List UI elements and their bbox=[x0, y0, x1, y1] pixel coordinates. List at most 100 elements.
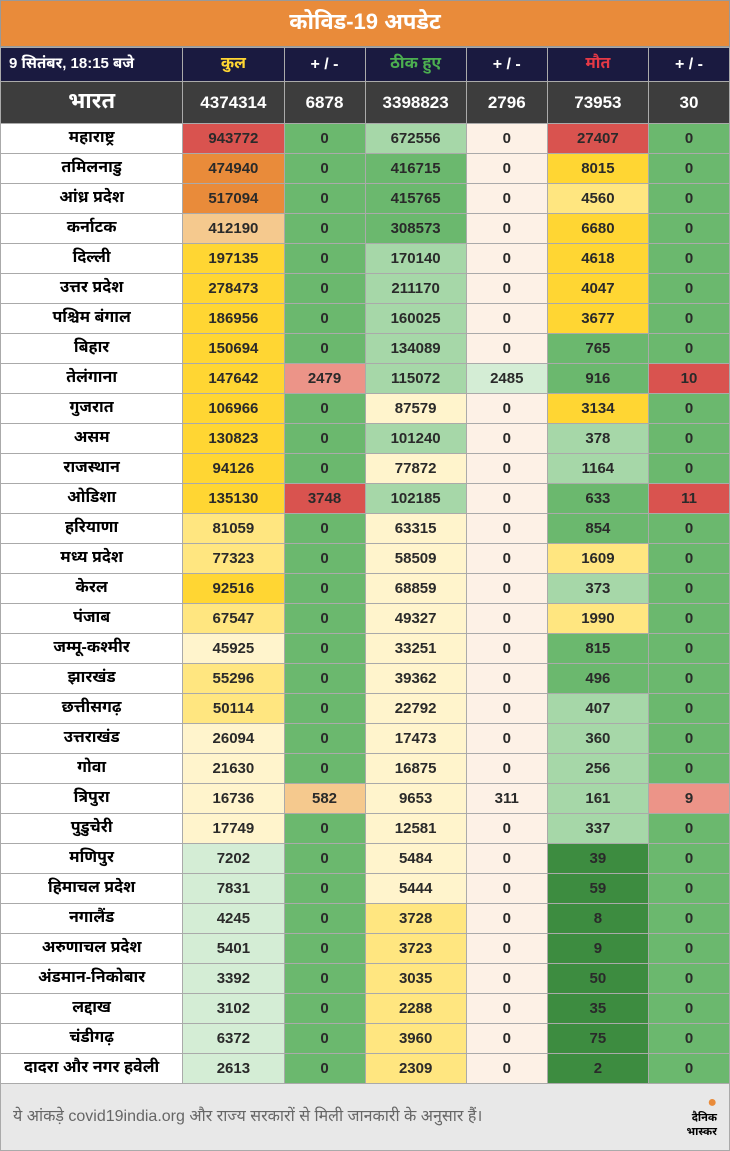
state-total: 278473 bbox=[183, 274, 284, 304]
state-name: नगालैंड bbox=[1, 904, 183, 934]
state-recovered: 2288 bbox=[365, 994, 466, 1024]
state-deaths-delta: 0 bbox=[649, 814, 730, 844]
state-recovered-delta: 2485 bbox=[466, 364, 547, 394]
table-row: पंजाब67547049327019900 bbox=[1, 604, 730, 634]
state-deaths: 6680 bbox=[547, 214, 648, 244]
table-row: तेलंगाना1476422479115072248591610 bbox=[1, 364, 730, 394]
covid-table-container: कोविड-19 अपडेट 9 सितंबर, 18:15 बजे कुल +… bbox=[0, 0, 730, 1151]
state-recovered: 63315 bbox=[365, 514, 466, 544]
table-row: झारखंड5529603936204960 bbox=[1, 664, 730, 694]
state-recovered-delta: 0 bbox=[466, 934, 547, 964]
state-total-delta: 0 bbox=[284, 694, 365, 724]
table-row: महाराष्ट्र94377206725560274070 bbox=[1, 124, 730, 154]
state-total-delta: 0 bbox=[284, 664, 365, 694]
state-recovered-delta: 0 bbox=[466, 964, 547, 994]
state-total-delta: 0 bbox=[284, 304, 365, 334]
table-row: मध्य प्रदेश77323058509016090 bbox=[1, 544, 730, 574]
state-total-delta: 0 bbox=[284, 184, 365, 214]
state-deaths-delta: 0 bbox=[649, 154, 730, 184]
state-deaths: 4047 bbox=[547, 274, 648, 304]
state-deaths-delta: 0 bbox=[649, 1054, 730, 1084]
state-name: केरल bbox=[1, 574, 183, 604]
table-row: लद्दाख3102022880350 bbox=[1, 994, 730, 1024]
state-deaths-delta: 11 bbox=[649, 484, 730, 514]
table-row: तमिलनाडु4749400416715080150 bbox=[1, 154, 730, 184]
state-name: तमिलनाडु bbox=[1, 154, 183, 184]
state-name: दिल्ली bbox=[1, 244, 183, 274]
state-recovered: 416715 bbox=[365, 154, 466, 184]
state-recovered: 211170 bbox=[365, 274, 466, 304]
state-deaths-delta: 0 bbox=[649, 994, 730, 1024]
state-total: 2613 bbox=[183, 1054, 284, 1084]
india-deaths: 73953 bbox=[547, 82, 648, 124]
state-recovered-delta: 0 bbox=[466, 304, 547, 334]
state-total-delta: 0 bbox=[284, 904, 365, 934]
table-row: छत्तीसगढ़5011402279204070 bbox=[1, 694, 730, 724]
state-recovered: 3960 bbox=[365, 1024, 466, 1054]
state-recovered-delta: 0 bbox=[466, 244, 547, 274]
state-name: पश्चिम बंगाल bbox=[1, 304, 183, 334]
state-total-delta: 0 bbox=[284, 454, 365, 484]
state-total: 474940 bbox=[183, 154, 284, 184]
state-name: पंजाब bbox=[1, 604, 183, 634]
state-recovered-delta: 0 bbox=[466, 724, 547, 754]
state-recovered-delta: 0 bbox=[466, 904, 547, 934]
table-row: असम130823010124003780 bbox=[1, 424, 730, 454]
state-total-delta: 0 bbox=[284, 874, 365, 904]
state-total-delta: 3748 bbox=[284, 484, 365, 514]
state-recovered-delta: 0 bbox=[466, 544, 547, 574]
header-row: 9 सितंबर, 18:15 बजे कुल + / - ठीक हुए + … bbox=[1, 48, 730, 82]
state-deaths: 765 bbox=[547, 334, 648, 364]
state-name: गोवा bbox=[1, 754, 183, 784]
table-row: गुजरात106966087579031340 bbox=[1, 394, 730, 424]
state-total-delta: 0 bbox=[284, 574, 365, 604]
state-body: महाराष्ट्र94377206725560274070तमिलनाडु47… bbox=[1, 124, 730, 1084]
state-recovered: 22792 bbox=[365, 694, 466, 724]
state-name: राजस्थान bbox=[1, 454, 183, 484]
state-deaths: 378 bbox=[547, 424, 648, 454]
col-recovered-delta: + / - bbox=[466, 48, 547, 82]
state-recovered-delta: 0 bbox=[466, 844, 547, 874]
state-recovered: 5484 bbox=[365, 844, 466, 874]
table-row: आंध्र प्रदेश5170940415765045600 bbox=[1, 184, 730, 214]
state-deaths: 360 bbox=[547, 724, 648, 754]
state-recovered-delta: 0 bbox=[466, 754, 547, 784]
state-deaths-delta: 0 bbox=[649, 184, 730, 214]
state-deaths: 1164 bbox=[547, 454, 648, 484]
state-name: गुजरात bbox=[1, 394, 183, 424]
state-total: 6372 bbox=[183, 1024, 284, 1054]
page-title: कोविड-19 अपडेट bbox=[0, 0, 730, 47]
state-deaths: 337 bbox=[547, 814, 648, 844]
state-deaths: 161 bbox=[547, 784, 648, 814]
state-recovered: 68859 bbox=[365, 574, 466, 604]
state-deaths: 373 bbox=[547, 574, 648, 604]
table-row: नगालैंड424503728080 bbox=[1, 904, 730, 934]
state-total-delta: 0 bbox=[284, 214, 365, 244]
state-recovered-delta: 0 bbox=[466, 184, 547, 214]
table-row: कर्नाटक4121900308573066800 bbox=[1, 214, 730, 244]
state-deaths-delta: 0 bbox=[649, 874, 730, 904]
state-recovered: 5444 bbox=[365, 874, 466, 904]
state-total: 517094 bbox=[183, 184, 284, 214]
state-recovered-delta: 0 bbox=[466, 574, 547, 604]
state-deaths-delta: 9 bbox=[649, 784, 730, 814]
state-deaths-delta: 0 bbox=[649, 664, 730, 694]
state-total-delta: 0 bbox=[284, 274, 365, 304]
state-total: 135130 bbox=[183, 484, 284, 514]
state-total: 106966 bbox=[183, 394, 284, 424]
state-name: मध्य प्रदेश bbox=[1, 544, 183, 574]
state-total: 412190 bbox=[183, 214, 284, 244]
state-recovered-delta: 0 bbox=[466, 814, 547, 844]
table-row: त्रिपुरा1673658296533111619 bbox=[1, 784, 730, 814]
table-row: गोवा2163001687502560 bbox=[1, 754, 730, 784]
state-total-delta: 0 bbox=[284, 244, 365, 274]
state-deaths-delta: 0 bbox=[649, 844, 730, 874]
state-total-delta: 582 bbox=[284, 784, 365, 814]
state-recovered: 672556 bbox=[365, 124, 466, 154]
table-row: पुडुचेरी1774901258103370 bbox=[1, 814, 730, 844]
state-total: 17749 bbox=[183, 814, 284, 844]
state-name: उत्तर प्रदेश bbox=[1, 274, 183, 304]
col-deaths-delta: + / - bbox=[649, 48, 730, 82]
covid-table: 9 सितंबर, 18:15 बजे कुल + / - ठीक हुए + … bbox=[0, 47, 730, 1084]
state-name: झारखंड bbox=[1, 664, 183, 694]
